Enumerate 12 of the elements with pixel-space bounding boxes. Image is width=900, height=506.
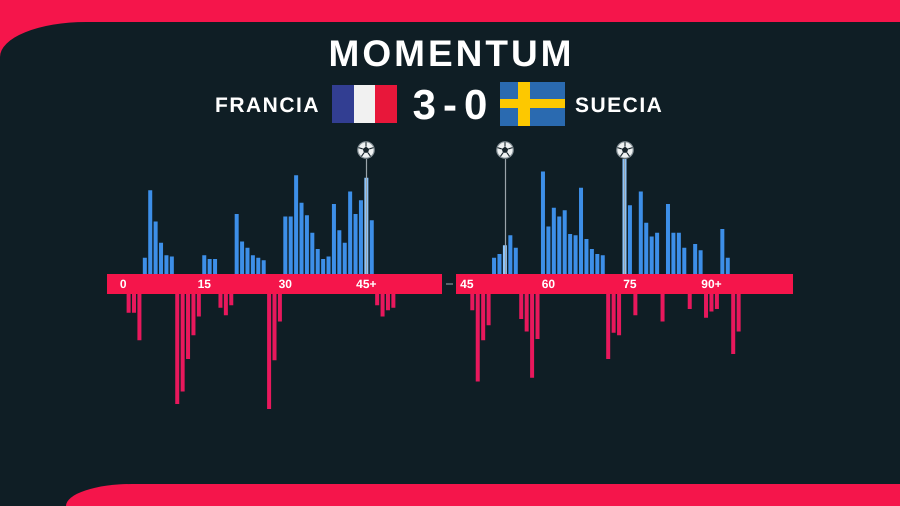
text: SUECIA <box>575 94 664 117</box>
text: FRANCIA <box>215 94 320 117</box>
x-tick-label: 0 <box>120 277 127 291</box>
x-tick-label: 45 <box>460 277 474 291</box>
x-tick-label: 15 <box>198 277 211 291</box>
x-tick-label: 45+ <box>356 277 377 291</box>
x-tick-label: 30 <box>278 277 292 291</box>
chart-title: MOMENTUM <box>328 33 574 74</box>
x-tick-label: 75 <box>623 277 637 291</box>
x-tick-label: 90+ <box>701 277 722 291</box>
x-tick-label: 60 <box>542 277 556 291</box>
chart-subtitle: 3-0 <box>412 81 494 128</box>
